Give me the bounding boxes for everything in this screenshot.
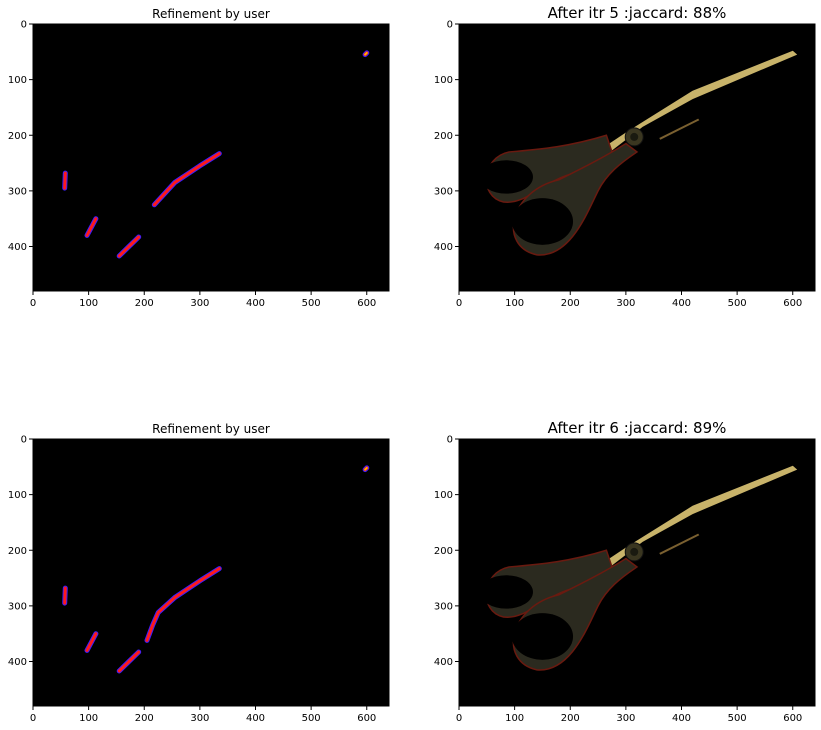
x-tick-label: 400 (672, 713, 691, 724)
x-tick-label: 200 (561, 713, 580, 724)
scribble-stroke (117, 235, 141, 258)
scribble-stroke (152, 152, 221, 207)
y-tick-label: 200 (8, 546, 27, 557)
x-tick-label: 200 (135, 298, 154, 309)
handle-hole-lower (511, 198, 574, 245)
scissor-lower-blade-edge (659, 533, 700, 555)
scribble-stroke (117, 650, 141, 673)
x-tick-label: 500 (302, 298, 321, 309)
x-tick-label: 400 (672, 298, 691, 309)
scribble-stroke-core (364, 466, 368, 471)
y-tick-label: 400 (434, 657, 453, 668)
scribble-stroke (63, 586, 67, 605)
x-tick-label: 200 (561, 298, 580, 309)
x-tick-label: 300 (190, 298, 209, 309)
scribble-stroke-core (364, 51, 368, 56)
scribble-stroke (85, 217, 98, 237)
y-tick-label: 100 (8, 490, 27, 501)
y-tick-label: 200 (8, 131, 27, 142)
subplot-1: 0 100 200 300 400 500 600 0 100 200 300 400 Refineme… (8, 7, 390, 309)
subplot-4: 0 100 200 300 400 500 600 0 100 200 300 400 After it… (434, 419, 816, 724)
x-tick-label: 500 (728, 713, 747, 724)
y-tick-label: 200 (434, 131, 453, 142)
subplot-3: 0 100 200 300 400 500 600 0 100 200 300 400 Refineme… (8, 422, 390, 724)
image-content (479, 465, 798, 671)
pivot-screw-center (630, 132, 639, 141)
x-tick-label: 600 (357, 298, 376, 309)
x-tick-label: 500 (302, 713, 321, 724)
x-tick-label: 100 (505, 298, 524, 309)
y-tick-label: 300 (434, 601, 453, 612)
handle-hole-upper (479, 575, 533, 609)
x-tick-label: 600 (357, 713, 376, 724)
x-tick-label: 0 (30, 713, 36, 724)
scribble-stroke (85, 632, 98, 652)
scribble-stroke (63, 171, 67, 190)
axes-frame (458, 438, 816, 707)
x-tick-label: 600 (783, 298, 802, 309)
x-tick-label: 600 (783, 713, 802, 724)
scribble-stroke (145, 567, 221, 642)
subplot-title: After itr 5 :jaccard: 88% (548, 4, 727, 22)
y-tick-label: 100 (434, 75, 453, 86)
x-tick-label: 0 (456, 298, 462, 309)
y-tick-label: 300 (8, 601, 27, 612)
x-tick-label: 300 (190, 713, 209, 724)
handle-hole-lower (511, 613, 574, 660)
x-tick-label: 0 (456, 713, 462, 724)
image-content (479, 50, 798, 256)
y-tick-label: 0 (447, 20, 453, 31)
x-tick-label: 100 (79, 298, 98, 309)
subplot-title: After itr 6 :jaccard: 89% (548, 419, 727, 437)
subplot-title: Refinement by user (152, 422, 270, 436)
handle-hole-upper (479, 160, 533, 194)
x-tick-label: 300 (616, 713, 635, 724)
y-tick-label: 0 (447, 435, 453, 446)
image-content (62, 50, 370, 259)
subplot-2: 0 100 200 300 400 500 600 0 100 200 300 400 After it… (434, 4, 816, 309)
y-tick-label: 0 (21, 20, 27, 31)
y-tick-label: 400 (8, 657, 27, 668)
x-tick-label: 400 (246, 298, 265, 309)
x-tick-label: 500 (728, 298, 747, 309)
scissor-lower-blade-edge (659, 118, 700, 140)
y-tick-label: 100 (8, 75, 27, 86)
x-tick-label: 0 (30, 298, 36, 309)
x-tick-label: 100 (79, 713, 98, 724)
pivot-screw-center (630, 547, 639, 556)
image-content (62, 465, 370, 674)
x-tick-label: 100 (505, 713, 524, 724)
scissor-blade (595, 465, 798, 573)
y-tick-label: 400 (8, 242, 27, 253)
axes-frame (32, 23, 390, 292)
axes-frame (458, 23, 816, 292)
subplot-title: Refinement by user (152, 7, 270, 21)
y-tick-label: 300 (434, 186, 453, 197)
y-tick-label: 200 (434, 546, 453, 557)
scissor-blade (595, 50, 798, 158)
y-tick-label: 100 (434, 490, 453, 501)
x-tick-label: 300 (616, 298, 635, 309)
x-tick-label: 400 (246, 713, 265, 724)
axes-frame (32, 438, 390, 707)
y-tick-label: 300 (8, 186, 27, 197)
y-tick-label: 0 (21, 435, 27, 446)
y-tick-label: 400 (434, 242, 453, 253)
x-tick-label: 200 (135, 713, 154, 724)
